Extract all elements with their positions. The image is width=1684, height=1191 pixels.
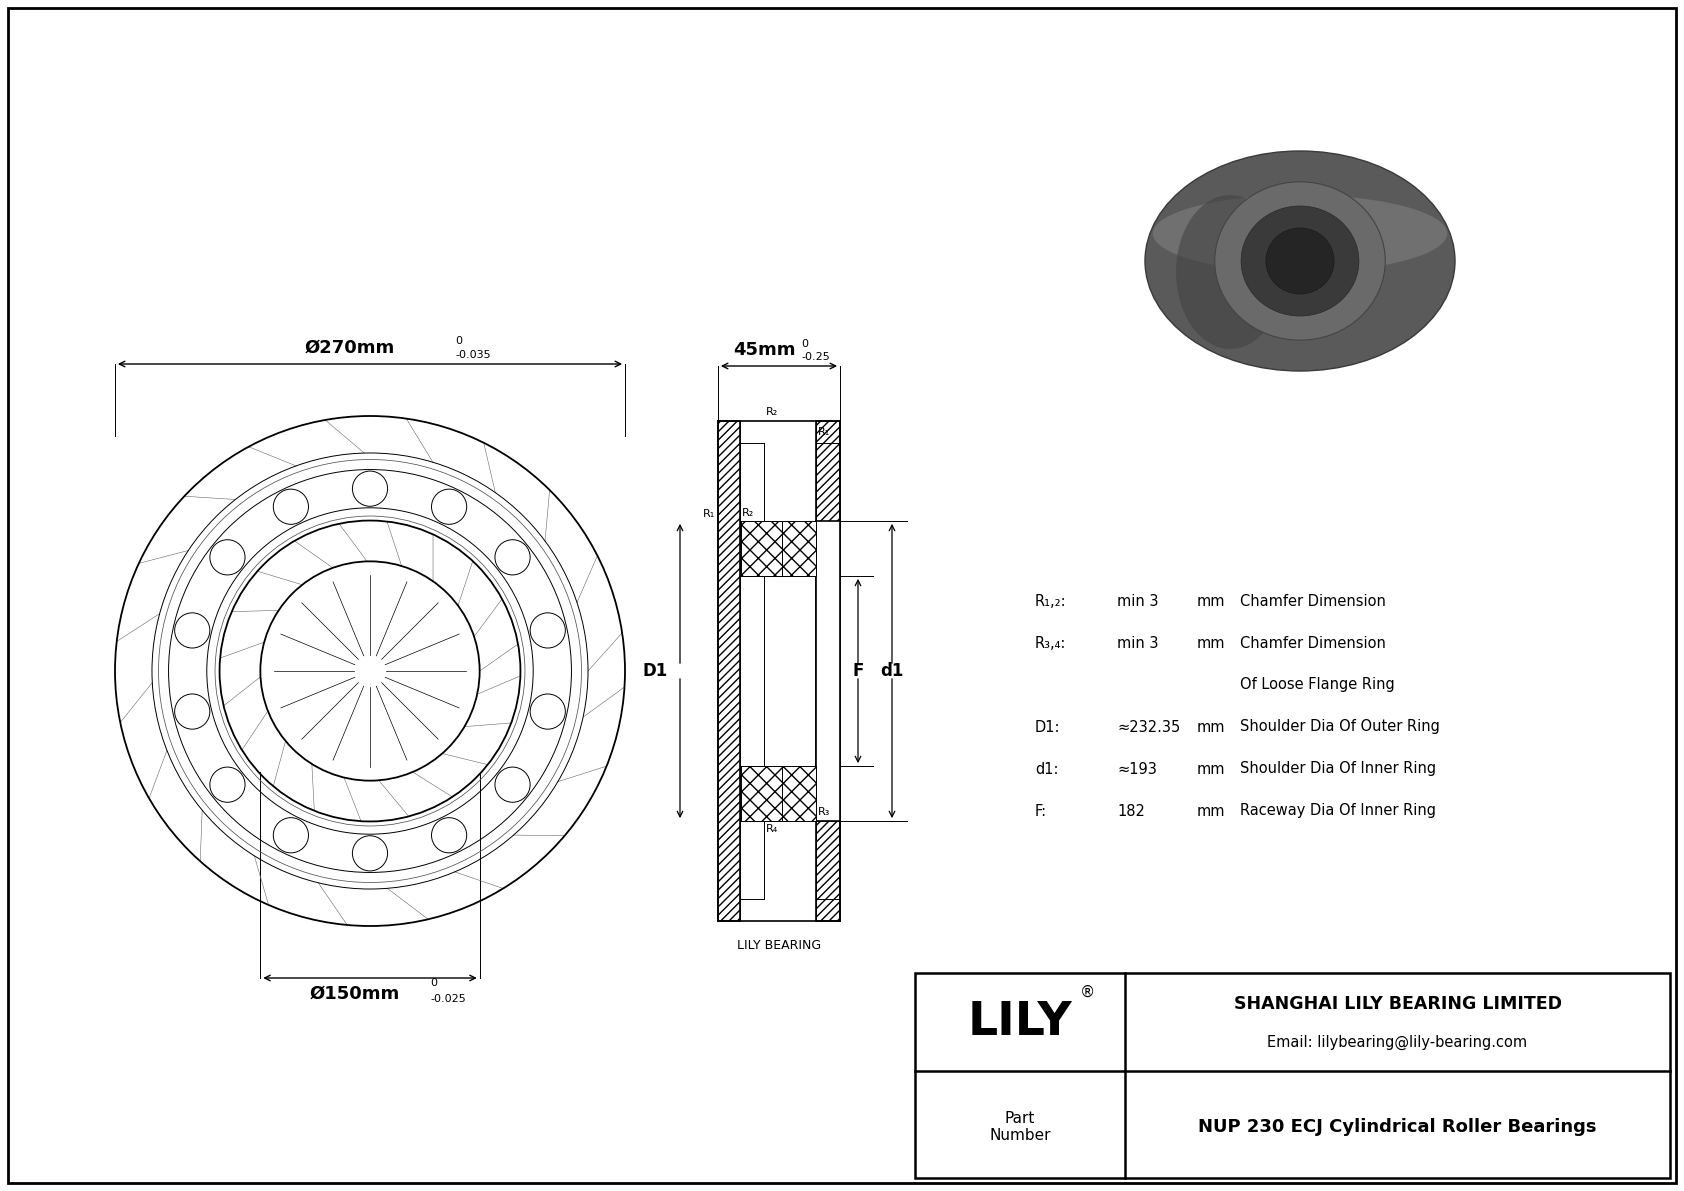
Circle shape bbox=[431, 490, 466, 524]
Bar bbox=[741, 520, 781, 576]
Text: 0: 0 bbox=[429, 978, 438, 989]
Text: LILY BEARING: LILY BEARING bbox=[738, 939, 822, 952]
Text: 45mm: 45mm bbox=[733, 341, 795, 358]
Text: Chamfer Dimension: Chamfer Dimension bbox=[1239, 636, 1386, 650]
Ellipse shape bbox=[1214, 182, 1386, 341]
Circle shape bbox=[530, 694, 566, 729]
Text: Ø150mm: Ø150mm bbox=[310, 985, 401, 1003]
Text: Chamfer Dimension: Chamfer Dimension bbox=[1239, 593, 1386, 609]
Bar bbox=[781, 520, 817, 576]
Text: 0: 0 bbox=[455, 336, 461, 347]
Text: R₃: R₃ bbox=[818, 807, 830, 817]
Ellipse shape bbox=[1145, 151, 1455, 372]
Text: ≈193: ≈193 bbox=[1116, 761, 1157, 777]
Circle shape bbox=[495, 767, 530, 803]
Circle shape bbox=[352, 472, 387, 506]
Text: LILY: LILY bbox=[968, 999, 1073, 1045]
Text: R₂: R₂ bbox=[766, 407, 778, 417]
Bar bbox=[717, 420, 739, 921]
Bar bbox=[781, 766, 817, 821]
Text: Shoulder Dia Of Inner Ring: Shoulder Dia Of Inner Ring bbox=[1239, 761, 1436, 777]
Text: Ø270mm: Ø270mm bbox=[305, 339, 396, 357]
Circle shape bbox=[175, 613, 210, 648]
Text: R₁: R₁ bbox=[702, 509, 716, 519]
Circle shape bbox=[530, 613, 566, 648]
Text: min 3: min 3 bbox=[1116, 593, 1159, 609]
Text: -0.035: -0.035 bbox=[455, 350, 490, 360]
Text: d1: d1 bbox=[881, 662, 904, 680]
Circle shape bbox=[273, 490, 308, 524]
Bar bbox=[817, 420, 840, 921]
Text: R₂: R₂ bbox=[743, 509, 754, 518]
Bar bbox=[817, 420, 840, 921]
Text: R₁: R₁ bbox=[818, 428, 830, 437]
Text: D1: D1 bbox=[643, 662, 669, 680]
Text: D1:: D1: bbox=[1036, 719, 1061, 735]
Circle shape bbox=[210, 767, 246, 803]
Ellipse shape bbox=[1266, 227, 1334, 294]
Circle shape bbox=[273, 818, 308, 853]
Text: R₁,₂:: R₁,₂: bbox=[1036, 593, 1066, 609]
Text: mm: mm bbox=[1197, 761, 1226, 777]
Bar bbox=[741, 766, 781, 821]
Text: NUP 230 ECJ Cylindrical Roller Bearings: NUP 230 ECJ Cylindrical Roller Bearings bbox=[1199, 1117, 1596, 1136]
Text: mm: mm bbox=[1197, 719, 1226, 735]
Circle shape bbox=[352, 836, 387, 871]
Text: F: F bbox=[852, 662, 864, 680]
Text: 182: 182 bbox=[1116, 804, 1145, 818]
Text: 0: 0 bbox=[802, 339, 808, 349]
Ellipse shape bbox=[1154, 195, 1447, 272]
Text: mm: mm bbox=[1197, 636, 1226, 650]
Text: Email: lilybearing@lily-bearing.com: Email: lilybearing@lily-bearing.com bbox=[1268, 1035, 1527, 1049]
Ellipse shape bbox=[1175, 195, 1285, 349]
Text: Shoulder Dia Of Outer Ring: Shoulder Dia Of Outer Ring bbox=[1239, 719, 1440, 735]
Text: R₃,₄:: R₃,₄: bbox=[1036, 636, 1066, 650]
Text: -0.25: -0.25 bbox=[802, 353, 830, 362]
Text: Of Loose Flange Ring: Of Loose Flange Ring bbox=[1239, 678, 1394, 692]
Text: ®: ® bbox=[1079, 985, 1095, 999]
Circle shape bbox=[495, 540, 530, 575]
Bar bbox=[817, 520, 840, 821]
Circle shape bbox=[210, 540, 246, 575]
Text: -0.025: -0.025 bbox=[429, 994, 466, 1004]
Ellipse shape bbox=[1241, 206, 1359, 316]
Text: ≈232.35: ≈232.35 bbox=[1116, 719, 1180, 735]
Bar bbox=[914, 973, 1671, 1178]
Text: mm: mm bbox=[1197, 593, 1226, 609]
Text: d1:: d1: bbox=[1036, 761, 1059, 777]
Text: Raceway Dia Of Inner Ring: Raceway Dia Of Inner Ring bbox=[1239, 804, 1436, 818]
Text: F:: F: bbox=[1036, 804, 1047, 818]
Text: SHANGHAI LILY BEARING LIMITED: SHANGHAI LILY BEARING LIMITED bbox=[1233, 996, 1561, 1014]
Text: R₄: R₄ bbox=[766, 824, 778, 834]
Circle shape bbox=[175, 694, 210, 729]
Circle shape bbox=[431, 818, 466, 853]
Text: Part
Number: Part Number bbox=[989, 1110, 1051, 1143]
Text: min 3: min 3 bbox=[1116, 636, 1159, 650]
Text: mm: mm bbox=[1197, 804, 1226, 818]
